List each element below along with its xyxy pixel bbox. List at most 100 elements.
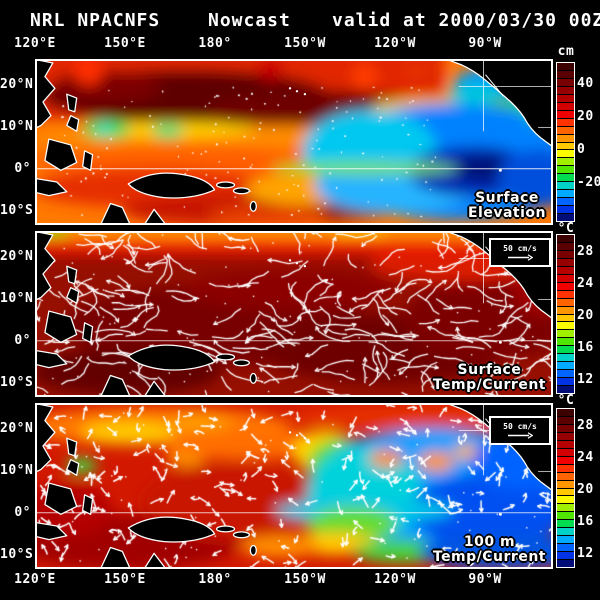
colorbar-segment: [557, 448, 574, 457]
longitude-label: 120°E: [14, 572, 56, 587]
coastline-grid-overlay: [37, 405, 551, 567]
latitude-label: 20°N: [0, 77, 34, 92]
colorbar-segment: [557, 142, 574, 151]
title-mode: Nowcast: [208, 10, 291, 31]
colorbar-segment: [557, 102, 574, 111]
colorbar-segment: [557, 456, 574, 465]
colorbar-segment: [557, 250, 574, 259]
colorbar-tick-label: -20: [577, 174, 600, 190]
colorbar-segment: [557, 346, 574, 355]
colorbar-segment: [557, 86, 574, 95]
colorbar-segment: [557, 338, 574, 347]
colorbar-segment: [557, 235, 574, 243]
longitude-label: 150°E: [104, 572, 146, 587]
colorbar-tick-label: 28: [577, 244, 594, 260]
colorbar-tick-label: 20: [577, 482, 594, 498]
colorbar-segment: [557, 512, 574, 521]
colorbar-segment: [557, 330, 574, 339]
latitude-label: 0°: [14, 505, 31, 520]
colorbar-segment: [557, 166, 574, 175]
current-scale-label: 50 cm/s: [503, 243, 537, 253]
panel-surface-temp-current-map: 50 cm/s Surface Temp/Current: [35, 231, 553, 397]
colorbar-segment: [557, 290, 574, 299]
colorbar-segment: [557, 520, 574, 529]
colorbar-segment: [557, 158, 574, 167]
colorbar-tick-label: 12: [577, 546, 594, 562]
colorbar-segment: [557, 78, 574, 87]
colorbar-segment: [557, 190, 574, 199]
coastline-grid-overlay: [37, 61, 551, 223]
colorbar-segment: [557, 182, 574, 191]
longitude-label: 90°W: [468, 36, 502, 51]
scale-arrow-icon: [508, 431, 533, 439]
scale-arrow-icon: [508, 253, 533, 261]
colorbar-segment: [557, 354, 574, 363]
colorbar-tick-label: 24: [577, 275, 594, 291]
longitude-label: 150°W: [284, 36, 326, 51]
title-system: NRL NPACNFS: [30, 10, 161, 31]
colorbar-segment: [557, 480, 574, 489]
colorbar-segment: [557, 370, 574, 379]
longitude-label: 90°W: [468, 572, 502, 587]
colorbar-segment: [557, 94, 574, 103]
colorbar-segment: [557, 504, 574, 513]
longitude-label: 180°: [198, 36, 232, 51]
title-valid-time: valid at 2000/03/30 00Z: [332, 10, 600, 31]
colorbar-segment: [557, 536, 574, 545]
colorbar-tick-label: 20: [577, 109, 594, 125]
panel-label-surface-temp-current: Surface Temp/Current: [432, 362, 546, 393]
colorbar-unit-degc-1: °C: [557, 221, 575, 236]
colorbar-segment: [557, 206, 574, 215]
colorbar-surface-elevation: [556, 62, 575, 222]
coastline-grid-overlay: [37, 233, 551, 395]
latitude-label: 0°: [14, 161, 31, 176]
colorbar-segment: [557, 440, 574, 449]
latitude-label: 10°S: [0, 203, 34, 218]
colorbar-segment: [557, 424, 574, 433]
colorbar-tick-label: 40: [577, 76, 594, 92]
current-vector-layer: [37, 405, 551, 567]
current-scale-label: 50 cm/s: [503, 421, 537, 431]
colorbar-segment: [557, 110, 574, 119]
colorbar-tick-label: 16: [577, 339, 594, 355]
colorbar-segment: [557, 409, 574, 417]
colorbar-segment: [557, 416, 574, 425]
colorbar-tick-label: 24: [577, 449, 594, 465]
colorbar-segment: [557, 63, 574, 71]
colorbar-segment: [557, 282, 574, 291]
colorbar-tick-label: 16: [577, 513, 594, 529]
panel-100m-temp-current-map: 50 cm/s 100 m Temp/Current: [35, 403, 553, 569]
current-scale-legend: 50 cm/s: [489, 238, 551, 267]
longitude-label: 180°: [198, 572, 232, 587]
latitude-label: 0°: [14, 333, 31, 348]
colorbar-surface-temp: [556, 234, 575, 394]
longitude-label: 150°E: [104, 36, 146, 51]
colorbar-segment: [557, 266, 574, 275]
colorbar-segment: [557, 464, 574, 473]
latitude-label: 10°N: [0, 463, 34, 478]
latitude-label: 10°N: [0, 119, 34, 134]
longitude-label: 150°W: [284, 572, 326, 587]
colorbar-unit-degc-2: °C: [557, 393, 575, 408]
longitude-label: 120°W: [374, 36, 416, 51]
island-speckle-layer: [37, 61, 551, 223]
colorbar-segment: [557, 496, 574, 505]
colorbar-segment: [557, 314, 574, 323]
colorbar-segment: [557, 242, 574, 251]
colorbar-unit-cm: cm: [557, 44, 575, 59]
colorbar-segment: [557, 174, 574, 183]
colorbar-segment: [557, 306, 574, 315]
latitude-label: 20°N: [0, 421, 34, 436]
colorbar-segment: [557, 118, 574, 127]
colorbar-tick-label: 12: [577, 372, 594, 388]
panel-label-100m-temp-current: 100 m Temp/Current: [432, 534, 546, 565]
colorbar-segment: [557, 150, 574, 159]
latitude-label: 10°S: [0, 375, 34, 390]
colorbar-segment: [557, 126, 574, 135]
latitude-label: 20°N: [0, 249, 34, 264]
colorbar-segment: [557, 472, 574, 481]
colorbar-segment: [557, 70, 574, 79]
current-scale-legend: 50 cm/s: [489, 416, 551, 445]
longitude-label: 120°W: [374, 572, 416, 587]
